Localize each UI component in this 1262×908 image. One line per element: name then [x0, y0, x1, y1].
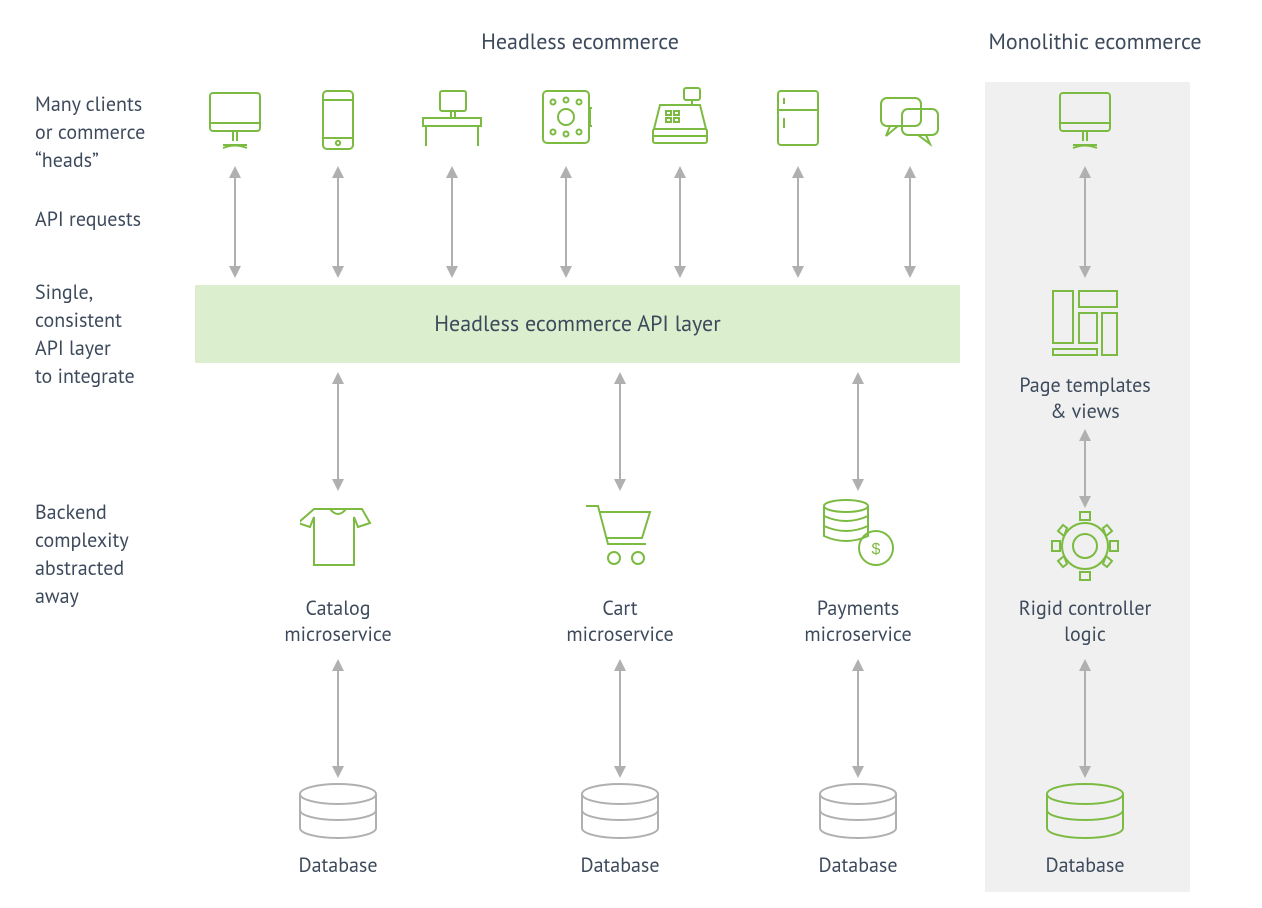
- ms-catalog-label: Catalog microservice: [268, 595, 408, 647]
- db-3-label: Database: [798, 852, 918, 878]
- ms-cart-label: Cart microservice: [550, 595, 690, 647]
- mono-db-icon: [1043, 782, 1127, 844]
- ms-catalog-icon: [300, 495, 376, 575]
- db-3-icon: [816, 782, 900, 844]
- ms-cart-icon: [580, 498, 660, 576]
- db-1-label: Database: [278, 852, 398, 878]
- db-1-icon: [296, 782, 380, 844]
- ms-payments-icon: $: [816, 492, 902, 574]
- mono-db-label: Database: [1025, 852, 1145, 878]
- ms-payments-label: Payments microservice: [788, 595, 928, 647]
- mono-templates-label: Page templates & views: [1005, 372, 1165, 424]
- svg-text:$: $: [872, 541, 881, 558]
- db-2-icon: [578, 782, 662, 844]
- db-2-label: Database: [560, 852, 680, 878]
- mono-gear-icon: [1050, 510, 1120, 582]
- mono-gear-label: Rigid controller logic: [1005, 595, 1165, 647]
- mono-templates-icon: [1050, 288, 1120, 360]
- mono-desktop-icon: [1055, 90, 1115, 158]
